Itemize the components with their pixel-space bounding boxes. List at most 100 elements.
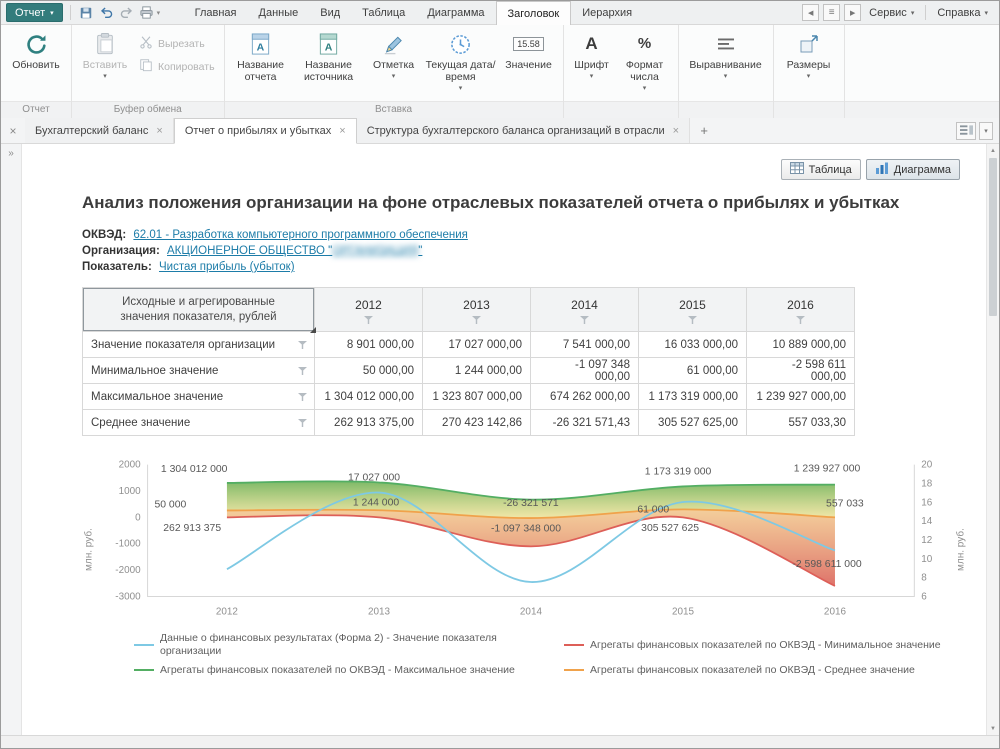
- help-menu[interactable]: Справка ▾: [933, 7, 992, 19]
- filter-icon[interactable]: [796, 315, 805, 324]
- font-button[interactable]: A Шрифт ▾: [569, 27, 615, 100]
- alignment-button[interactable]: Выравнивание ▾: [684, 27, 768, 100]
- tab-zagolovok[interactable]: Заголовок: [495, 1, 572, 25]
- scrollbar-thumb[interactable]: [989, 158, 997, 316]
- svg-text:2000: 2000: [119, 460, 142, 471]
- okved-link[interactable]: 62.01 - Разработка компьютерного програм…: [133, 229, 468, 242]
- add-tab-button[interactable]: +: [700, 123, 708, 138]
- filter-icon[interactable]: [298, 366, 307, 375]
- column-header-2014[interactable]: 2014: [530, 287, 639, 333]
- filter-icon[interactable]: [298, 340, 307, 349]
- chevron-down-icon: ▾: [984, 9, 988, 17]
- svg-text:-26 321 571: -26 321 571: [503, 499, 559, 510]
- tab-tablitsa[interactable]: Таблица: [362, 6, 406, 19]
- chart-view-button[interactable]: Диаграмма: [865, 159, 960, 180]
- copy-icon: [139, 58, 153, 75]
- filter-icon[interactable]: [472, 315, 481, 324]
- mark-button[interactable]: Отметка ▾: [366, 27, 422, 100]
- doc-tab-label: Бухгалтерский баланс: [35, 124, 149, 137]
- svg-text:17 027 000: 17 027 000: [348, 473, 400, 484]
- organization-link[interactable]: АКЦИОНЕРНОЕ ОБЩЕСТВО "ОРГАНИЗАЦИЯ": [167, 245, 423, 258]
- value-icon: 15.58: [513, 30, 544, 58]
- tab-ierarhiya[interactable]: Иерархия: [582, 6, 633, 19]
- source-name-button[interactable]: A Название источника: [294, 27, 364, 100]
- undo-icon[interactable]: [97, 3, 116, 22]
- value-cell: 1 239 927 000,00: [746, 383, 855, 411]
- column-header-2012[interactable]: 2012: [314, 287, 423, 333]
- svg-text:-3000: -3000: [115, 592, 141, 603]
- scissors-icon: [139, 35, 153, 52]
- print-icon[interactable]: [137, 3, 156, 22]
- report-menu-button[interactable]: Отчет ▾: [6, 3, 63, 22]
- tab-diagramma[interactable]: Диаграмма: [427, 6, 485, 19]
- sizes-button[interactable]: Размеры ▾: [779, 27, 839, 100]
- value-label: Значение: [505, 59, 552, 71]
- resize-box-icon: [798, 30, 820, 58]
- table-row: Максимальное значение 1 304 012 000,00 1…: [82, 383, 855, 411]
- table-corner-header[interactable]: Исходные и агрегированные значения показ…: [82, 287, 317, 334]
- legend-label: Данные о финансовых результатах (Форма 2…: [160, 632, 497, 658]
- filter-icon[interactable]: [580, 315, 589, 324]
- paste-button[interactable]: Вставить ▾: [77, 27, 133, 100]
- report-page: Таблица Диаграмма Анализ положения орган…: [22, 144, 986, 735]
- cut-button[interactable]: Вырезать: [135, 34, 219, 53]
- close-icon[interactable]: ×: [339, 125, 346, 137]
- close-icon[interactable]: ×: [672, 124, 680, 137]
- datetime-button[interactable]: Текущая дата/время ▾: [424, 27, 498, 100]
- menu-lines-icon[interactable]: ≡: [823, 4, 841, 21]
- tab-glavnaya[interactable]: Главная: [194, 6, 237, 19]
- legend-line-swatch: [134, 668, 154, 671]
- value-button[interactable]: 15.58 Значение: [500, 27, 558, 100]
- column-header-2016[interactable]: 2016: [746, 287, 855, 333]
- tab-list-dropdown-icon[interactable]: ▾: [979, 121, 993, 140]
- redo-icon[interactable]: [117, 3, 136, 22]
- number-format-button[interactable]: % Формат числа ▾: [617, 27, 673, 100]
- indicator-link[interactable]: Чистая прибыль (убыток): [158, 261, 295, 274]
- doc-tab-structure[interactable]: Структура бухгалтерского баланса организ…: [356, 118, 691, 143]
- table-grid-icon: [789, 162, 804, 177]
- value-cell: -26 321 571,43: [530, 409, 639, 437]
- column-header-2013[interactable]: 2013: [422, 287, 531, 333]
- close-panel-icon[interactable]: ×: [9, 123, 17, 138]
- filter-icon[interactable]: [364, 315, 373, 324]
- svg-text:-1 097 348 000: -1 097 348 000: [491, 524, 561, 535]
- font-icon: A: [585, 34, 598, 54]
- value-cell: 16 033 000,00: [638, 331, 747, 359]
- tab-dannye[interactable]: Данные: [258, 6, 299, 19]
- row-label-cell: Среднее значение: [82, 409, 315, 437]
- expand-panel-icon[interactable]: »: [8, 148, 14, 159]
- vertical-scrollbar[interactable]: ▲ ▼: [986, 144, 999, 735]
- refresh-button[interactable]: Обновить: [6, 27, 66, 100]
- scroll-up-icon[interactable]: ▲: [990, 147, 996, 154]
- legend-line-swatch: [134, 644, 154, 647]
- report-name-button[interactable]: A Название отчета: [230, 27, 292, 100]
- save-icon[interactable]: [77, 3, 96, 22]
- svg-text:14: 14: [921, 517, 933, 528]
- chevron-right-icon[interactable]: ▶: [844, 4, 862, 21]
- filter-icon[interactable]: [688, 315, 697, 324]
- tab-layout-icon[interactable]: [956, 121, 976, 140]
- quick-access-toolbar: ▾: [74, 1, 170, 24]
- doc-tab-balance[interactable]: Бухгалтерский баланс ×: [25, 118, 174, 143]
- table-view-button[interactable]: Таблица: [780, 159, 861, 180]
- tab-vid[interactable]: Вид: [320, 6, 341, 19]
- print-dropdown-icon[interactable]: ▾: [156, 9, 161, 17]
- service-menu[interactable]: Сервис ▾: [865, 7, 918, 19]
- ribbon-filler: [844, 25, 999, 118]
- indicator-table: Исходные и агрегированные значения показ…: [82, 287, 855, 437]
- filter-icon[interactable]: [298, 418, 307, 427]
- column-header-2015[interactable]: 2015: [638, 287, 747, 333]
- svg-text:2014: 2014: [520, 607, 543, 618]
- scroll-down-icon[interactable]: ▼: [990, 725, 996, 732]
- doc-tab-profit-loss[interactable]: Отчет о прибылях и убытках ×: [173, 118, 357, 144]
- number-format-label: Формат числа: [625, 59, 664, 83]
- copy-button[interactable]: Копировать: [135, 57, 219, 76]
- status-bar: [1, 735, 999, 748]
- left-axis-title: млн. руб.: [83, 529, 95, 572]
- svg-text:61 000: 61 000: [637, 505, 669, 516]
- main-area: » Таблица Диаграмма Анализ положения орг…: [1, 144, 999, 735]
- close-icon[interactable]: ×: [156, 124, 163, 137]
- filter-icon[interactable]: [298, 392, 307, 401]
- chevron-left-icon[interactable]: ◀: [802, 4, 820, 21]
